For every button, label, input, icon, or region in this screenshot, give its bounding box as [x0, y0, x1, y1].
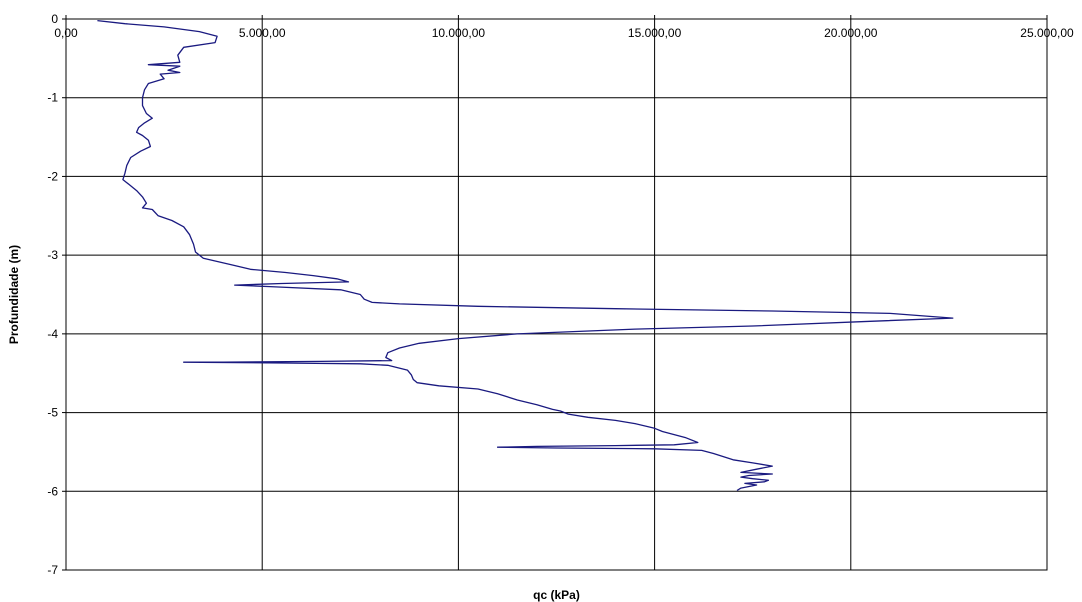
- plot-area-border: [65, 18, 1048, 571]
- grid: [65, 18, 1048, 571]
- y-tick-label: -1: [47, 91, 58, 105]
- x-axis-title: qc (kPa): [533, 588, 580, 602]
- y-tick-label: -4: [47, 327, 58, 341]
- x-tick-label: 20.000,00: [824, 26, 878, 40]
- series-line: [97, 19, 954, 492]
- tick-marks: [62, 15, 1048, 571]
- x-tick-label: 15.000,00: [628, 26, 682, 40]
- x-tick-label: 0,00: [54, 26, 78, 40]
- x-tick-label: 25.000,00: [1020, 26, 1074, 40]
- y-tick-label: 0: [51, 12, 58, 26]
- y-tick-label: -7: [47, 563, 58, 577]
- y-tick-labels: 0 -1 -2 -3 -4 -5 -6 -7: [47, 12, 58, 577]
- y-tick-label: -5: [47, 406, 58, 420]
- y-tick-label: -6: [47, 484, 58, 498]
- y-tick-label: -3: [47, 248, 58, 262]
- x-tick-label: 5.000,00: [239, 26, 286, 40]
- x-tick-label: 10.000,00: [432, 26, 486, 40]
- y-tick-label: -2: [47, 169, 58, 183]
- y-axis-title: Profundidade (m): [7, 245, 21, 344]
- x-tick-labels: 0,00 5.000,00 10.000,00 15.000,00 20.000,00 2…: [54, 26, 1074, 40]
